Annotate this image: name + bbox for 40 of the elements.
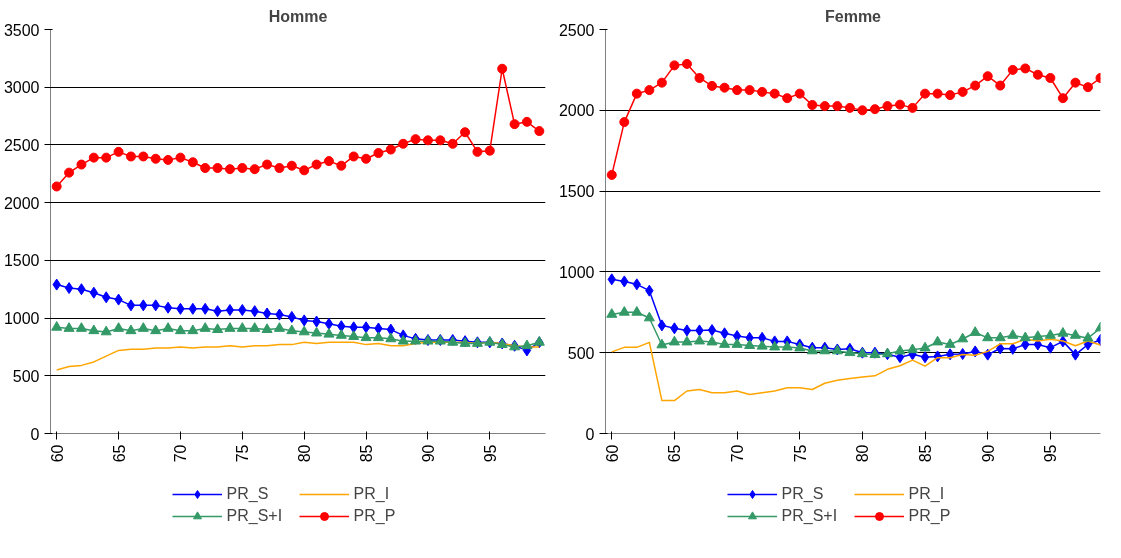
chart-title: Homme (268, 7, 328, 25)
x-tick-label: 80 (296, 444, 314, 463)
x-tick-label: 95 (481, 444, 499, 463)
x-tick-label: 90 (419, 444, 437, 463)
x-tick-label: 85 (358, 444, 376, 463)
legend-label: PR_P (908, 507, 952, 525)
legend-label: PR_S (226, 485, 270, 503)
legend-label: PR_S+I (781, 507, 839, 525)
y-tick-label: 1000 (3, 310, 40, 328)
y-tick-label: 3500 (3, 21, 40, 39)
x-tick-label: 65 (110, 444, 128, 463)
y-tick-label: 1500 (3, 252, 40, 270)
y-tick-label: 2000 (3, 194, 40, 212)
x-tick-label: 90 (979, 444, 997, 463)
x-tick-label: 95 (1042, 444, 1060, 463)
x-tick-label: 85 (917, 444, 935, 463)
y-tick-label: 1500 (558, 183, 595, 201)
x-tick-label: 70 (729, 444, 747, 463)
x-tick-label: 70 (172, 444, 190, 463)
x-tick-label: 75 (234, 444, 252, 463)
y-tick-label: 2000 (558, 102, 595, 120)
x-tick-label: 80 (854, 444, 872, 463)
legend-label: PR_I (353, 485, 391, 503)
y-tick-label: 500 (12, 367, 40, 385)
y-tick-label: 1000 (558, 263, 595, 281)
chart-title: Femme (824, 7, 882, 25)
legend-label: PR_P (353, 507, 397, 525)
y-tick-label: 2500 (3, 136, 40, 154)
y-tick-label: 0 (30, 425, 40, 443)
y-tick-label: 2500 (558, 21, 595, 39)
y-tick-label: 0 (585, 425, 595, 443)
y-tick-label: 3000 (3, 79, 40, 97)
x-tick-label: 60 (603, 444, 621, 463)
x-tick-label: 75 (791, 444, 809, 463)
legend-label: PR_S+I (226, 507, 284, 525)
legend-label: PR_I (908, 485, 946, 503)
x-tick-label: 60 (48, 444, 66, 463)
y-tick-label: 500 (567, 344, 595, 362)
legend-label: PR_S (781, 485, 825, 503)
x-tick-label: 65 (666, 444, 684, 463)
